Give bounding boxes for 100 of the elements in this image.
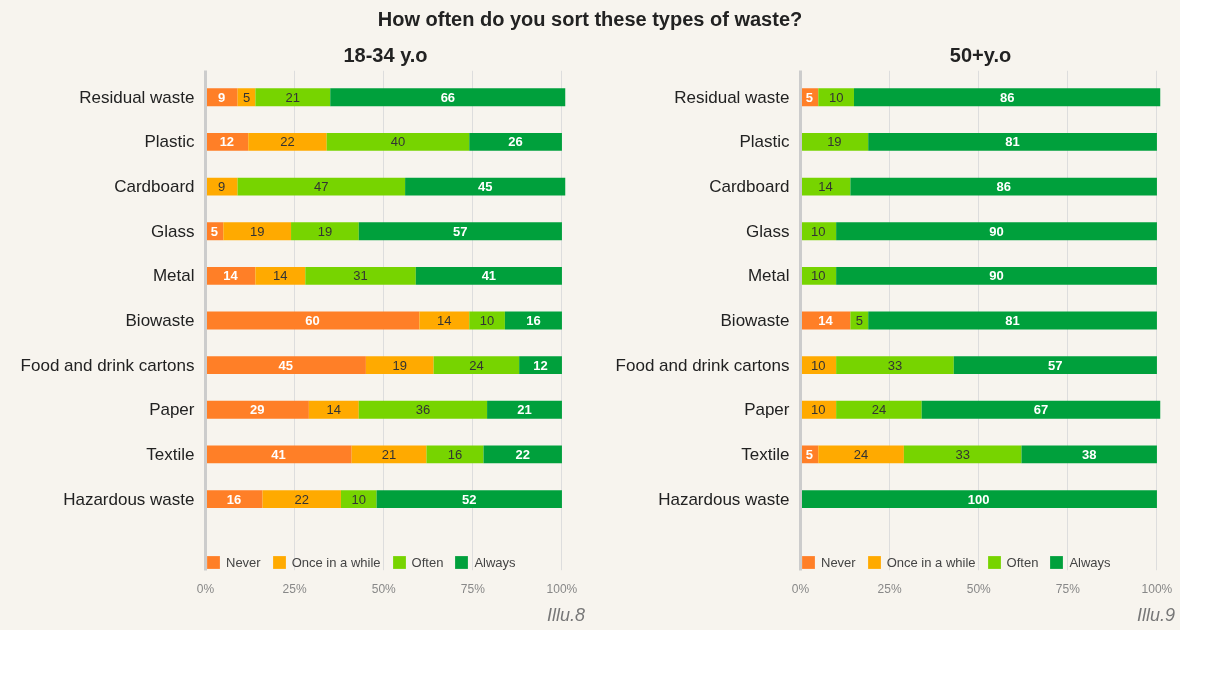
bar <box>308 400 359 419</box>
bar <box>205 490 263 508</box>
bar <box>800 177 851 196</box>
y-tick-label: Paper <box>744 400 790 420</box>
bar <box>836 222 1157 241</box>
data-label: 14 <box>818 179 833 195</box>
y-tick-label: Biowaste <box>720 311 790 330</box>
data-label: 16 <box>526 313 541 328</box>
bar <box>953 356 1157 375</box>
y-tick-label: Food and drink cartons <box>615 355 790 375</box>
data-label: 86 <box>1000 89 1015 105</box>
legend-label: Never <box>821 554 856 570</box>
data-label: 12 <box>533 357 548 373</box>
data-label: 22 <box>280 134 295 150</box>
data-label: 14 <box>273 268 288 284</box>
y-tick-label: Metal <box>152 266 195 286</box>
data-label: 21 <box>381 446 397 462</box>
data-label: 19 <box>317 223 333 239</box>
bar <box>205 311 420 330</box>
data-label: 5 <box>805 89 814 105</box>
x-tick-label: 100% <box>546 581 578 596</box>
y-tick-label: Food and drink cartons <box>20 355 195 375</box>
bar <box>330 88 566 107</box>
bar <box>205 445 352 464</box>
bar <box>405 177 566 196</box>
y-tick-label: Hazardous waste <box>63 489 195 509</box>
data-label: 24 <box>853 446 869 462</box>
bar <box>853 88 1161 107</box>
bar <box>255 266 306 285</box>
data-label: 21 <box>285 89 301 105</box>
data-label: 41 <box>271 446 286 462</box>
data-label: 10 <box>811 402 826 418</box>
data-label: 90 <box>989 223 1004 239</box>
y-tick-label: Glass <box>151 221 195 241</box>
bar <box>205 400 309 419</box>
data-label: 33 <box>887 357 903 373</box>
bar <box>205 356 366 375</box>
bar <box>818 88 854 107</box>
data-label: 36 <box>415 402 431 418</box>
data-label: 14 <box>326 402 342 418</box>
bar <box>326 133 470 151</box>
data-label: 12 <box>219 134 235 150</box>
y-tick-label: Textile <box>146 444 195 464</box>
bar <box>836 400 922 419</box>
bar <box>800 133 869 151</box>
data-label: 33 <box>955 446 970 462</box>
data-label: 22 <box>515 446 530 462</box>
bar <box>248 133 327 151</box>
text: Illu.9 <box>1136 604 1175 627</box>
legend-label: Once in a while <box>886 554 976 570</box>
data-label: 100 <box>967 491 990 507</box>
data-label: 57 <box>1048 357 1063 373</box>
data-label: 16 <box>226 491 242 507</box>
data-label: 10 <box>828 89 844 105</box>
data-label: 67 <box>1033 402 1049 418</box>
legend-label: Often <box>411 554 444 570</box>
bar <box>237 177 406 196</box>
data-label: 19 <box>249 223 265 239</box>
bar <box>850 177 1157 196</box>
data-label: 5 <box>805 446 814 462</box>
bar <box>868 311 1157 330</box>
y-tick-label: Hazardous waste <box>658 489 790 509</box>
data-label: 60 <box>305 313 320 328</box>
x-tick-label: 0% <box>196 581 215 596</box>
data-label: 52 <box>462 491 477 507</box>
y-tick-label: Cardboard <box>114 177 195 197</box>
bar <box>469 133 562 151</box>
data-label: 22 <box>294 491 309 507</box>
data-label: 5 <box>855 313 863 328</box>
bar <box>291 222 359 241</box>
legend-label: Never <box>226 554 261 570</box>
y-tick-label: Metal <box>747 266 790 286</box>
data-label: 45 <box>478 179 493 195</box>
data-label: 90 <box>989 268 1004 284</box>
data-label: 31 <box>353 268 368 284</box>
data-label: 10 <box>811 223 826 239</box>
data-label: 41 <box>481 268 497 284</box>
data-label: 10 <box>479 313 495 328</box>
bar <box>358 222 562 241</box>
x-tick-label: 0% <box>791 581 810 596</box>
bar <box>836 356 954 375</box>
y-tick-label: Plastic <box>144 132 195 152</box>
data-label: 10 <box>811 357 826 373</box>
chart-title: 50+y.o <box>949 43 1012 66</box>
chart-title: How often do you sort these types of waste? <box>377 7 803 32</box>
legend-label: Always <box>474 554 516 570</box>
x-tick-label: 25% <box>877 581 902 596</box>
data-label: 14 <box>223 268 239 284</box>
bar <box>223 222 292 241</box>
bar <box>340 490 377 508</box>
data-label: 40 <box>390 134 406 150</box>
bar <box>415 266 562 285</box>
bar <box>376 490 562 508</box>
bar <box>305 266 416 285</box>
bar <box>836 266 1157 285</box>
bar <box>426 445 484 464</box>
data-label: 19 <box>392 357 407 373</box>
legend-label: Always <box>1069 554 1111 570</box>
data-label: 21 <box>517 402 532 418</box>
data-label: 81 <box>1005 313 1020 328</box>
